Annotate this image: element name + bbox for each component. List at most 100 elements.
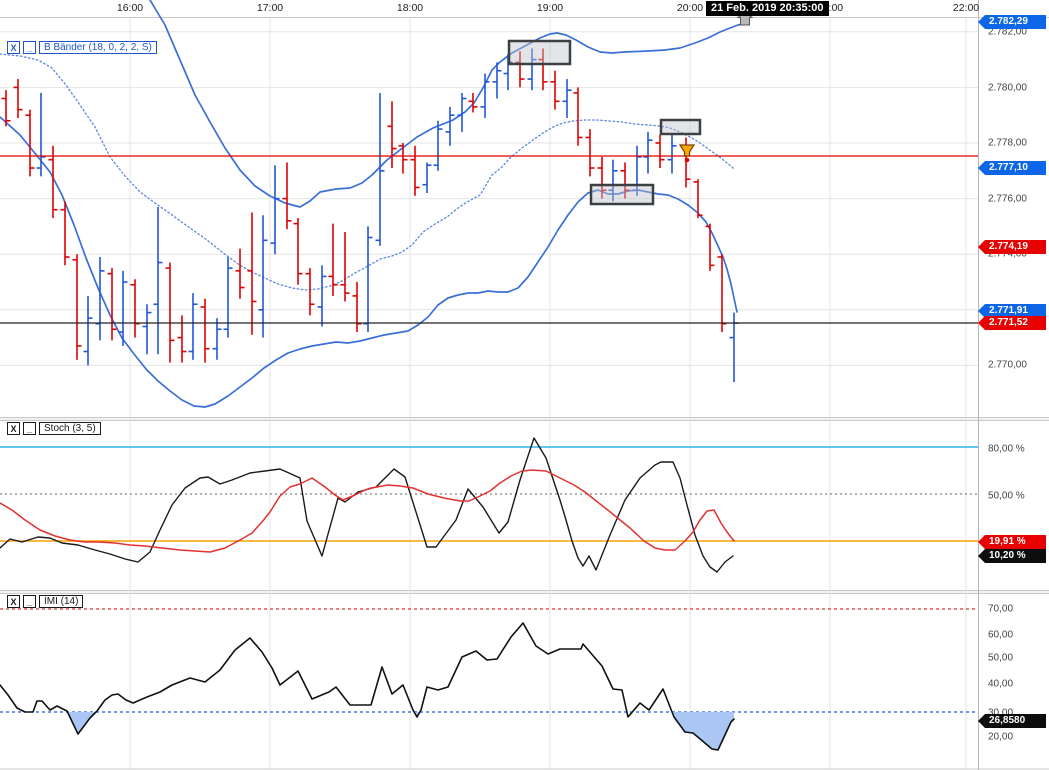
ohlc-bar-up xyxy=(457,92,467,132)
ohlc-bar-up xyxy=(492,62,502,99)
time-axis-label: 17:00 xyxy=(256,2,284,14)
ohlc-bar-down xyxy=(235,248,245,299)
close-icon[interactable]: X xyxy=(7,595,20,608)
ohlc-bar-up xyxy=(422,162,432,194)
axis-value-label: 50,00 xyxy=(988,652,1014,664)
time-axis-label: 19:00 xyxy=(536,2,564,14)
ohlc-bar-up xyxy=(363,226,373,333)
ohlc-bar-up xyxy=(643,131,653,174)
panel-separator xyxy=(0,418,1049,421)
axis-value-label: 20,00 xyxy=(988,731,1014,743)
ohlc-bar-up xyxy=(433,120,443,171)
ohlc-bar-up xyxy=(375,92,385,246)
close-icon[interactable]: X xyxy=(7,41,20,54)
axis-value-label: 2.778,00 xyxy=(988,137,1027,149)
ohlc-bar-down xyxy=(468,92,478,113)
ohlc-bar-up xyxy=(317,265,327,327)
annotation-box[interactable] xyxy=(659,118,702,136)
indicator-title-stoch: X _ Stoch (3, 5) xyxy=(7,421,101,436)
axis-price-badge-red: 2.771,52 xyxy=(978,316,1046,330)
axis-price-badge-blue: 2.777,10 xyxy=(978,161,1046,175)
ohlc-bar-down xyxy=(387,101,397,169)
bollinger-middle-band xyxy=(0,53,736,291)
axis-value-label: 60,00 xyxy=(988,629,1014,641)
stoch-d-line xyxy=(0,469,735,553)
bollinger-lower-band xyxy=(0,116,738,408)
ohlc-bar-up xyxy=(118,270,128,346)
ohlc-bar-down xyxy=(48,145,58,219)
sell-signal-marker-icon[interactable] xyxy=(678,144,696,157)
imi-line xyxy=(0,622,735,751)
axis-value-label: 2.782,00 xyxy=(988,26,1027,38)
axis-price-badge-red: 2.774,19 xyxy=(978,240,1046,254)
time-axis-label: 22:00 xyxy=(952,2,980,14)
current-time-badge: 21 Feb. 2019 20:35:00 xyxy=(706,1,829,16)
ohlc-bar-down xyxy=(247,212,257,335)
annotation-box[interactable] xyxy=(589,183,655,206)
ohlc-bar-up xyxy=(258,215,268,338)
ohlc-bar-down xyxy=(398,143,408,174)
ohlc-bar-down xyxy=(620,162,630,199)
ohlc-bar-down xyxy=(515,51,525,88)
ohlc-bar-up xyxy=(83,295,93,366)
time-axis-label: 16:00 xyxy=(116,2,144,14)
ohlc-bar-up xyxy=(527,48,537,91)
ohlc-bar-down xyxy=(130,279,140,338)
ohlc-bar-down xyxy=(1,90,11,127)
ohlc-bar-down xyxy=(305,268,315,316)
ohlc-bar-up xyxy=(95,256,105,341)
ohlc-bar-down xyxy=(340,231,350,302)
ohlc-bar-down xyxy=(573,87,583,146)
ohlc-bar-up xyxy=(36,92,46,177)
ohlc-bar-down xyxy=(717,254,727,333)
ohlc-bar-up xyxy=(270,165,280,255)
axis-price-badge-blue: 2.771,91 xyxy=(978,304,1046,318)
ohlc-bar-down xyxy=(655,134,665,169)
ohlc-bar-up xyxy=(562,79,572,118)
stoch-k-line xyxy=(0,437,734,573)
ohlc-bar-down xyxy=(597,156,607,199)
axis-price-badge-red: 19,91 % xyxy=(978,535,1046,549)
axis-price-badge-black: 10,20 % xyxy=(978,549,1046,563)
axis-price-badge-blue: 2.782,29 xyxy=(978,15,1046,29)
axis-value-label: 2.770,00 xyxy=(988,359,1027,371)
ohlc-bar-up xyxy=(153,206,163,355)
indicator-title-imi: X _ IMI (14) xyxy=(7,594,84,609)
ohlc-bar-up xyxy=(608,159,618,202)
ohlc-bar-down xyxy=(328,223,338,296)
ohlc-bar-down xyxy=(165,262,175,363)
axis-value-label: 40,00 xyxy=(988,678,1014,690)
ohlc-bar-down xyxy=(293,218,303,285)
minimize-icon[interactable]: _ xyxy=(23,595,36,608)
ohlc-bar-down xyxy=(705,223,715,271)
ohlc-bar-up xyxy=(142,304,152,355)
ohlc-bar-down xyxy=(410,145,420,196)
bollinger-upper-band xyxy=(149,0,744,208)
ohlc-bar-up xyxy=(445,106,455,146)
minimize-icon[interactable]: _ xyxy=(23,422,36,435)
indicator-title-bbands: X _ B Bänder (18, 0, 2, 2, S) xyxy=(7,40,157,55)
indicator-label-imi[interactable]: IMI (14) xyxy=(39,595,84,608)
ohlc-bar-down xyxy=(352,282,362,333)
imi-oversold-fill xyxy=(673,712,734,750)
ohlc-bar-up xyxy=(212,318,222,360)
ohlc-bar-down xyxy=(72,254,82,360)
ohlc-bar-down xyxy=(25,109,35,177)
axis-price-badge-black: 26,8580 xyxy=(978,714,1046,728)
ohlc-bar-down xyxy=(107,268,117,341)
axis-value-label: 2.780,00 xyxy=(988,82,1027,94)
annotation-box[interactable] xyxy=(507,39,572,66)
axis-value-label: 50,00 % xyxy=(988,490,1025,502)
minimize-icon[interactable]: _ xyxy=(23,41,36,54)
panel-separator xyxy=(0,591,1049,594)
indicator-label-bbands[interactable]: B Bänder (18, 0, 2, 2, S) xyxy=(39,41,157,54)
axis-value-label: 70,00 xyxy=(988,603,1014,615)
indicator-label-stoch[interactable]: Stoch (3, 5) xyxy=(39,422,101,435)
ohlc-bar-up xyxy=(223,256,233,338)
ohlc-bar-down xyxy=(585,129,595,177)
close-icon[interactable]: X xyxy=(7,422,20,435)
sell-signal-dot xyxy=(684,157,690,163)
ohlc-bar-down xyxy=(538,48,548,91)
